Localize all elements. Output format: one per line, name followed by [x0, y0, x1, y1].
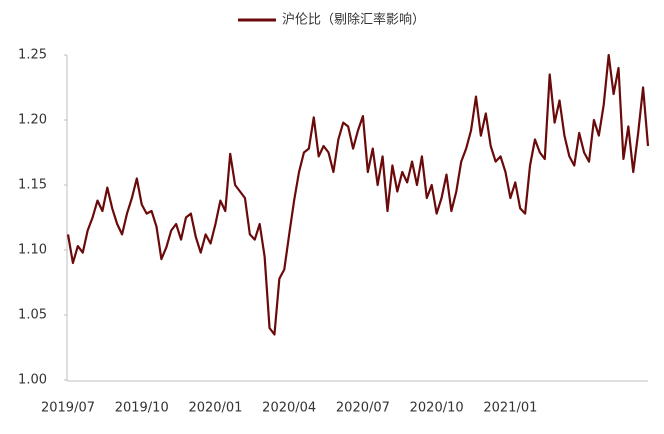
y-tick-label: 1.15: [18, 178, 47, 193]
x-tick-label: 2020/01: [188, 401, 242, 416]
x-tick-label: 2021/01: [483, 401, 537, 416]
x-tick-label: 2020/04: [262, 401, 316, 416]
y-tick-label: 1.10: [18, 243, 47, 258]
y-tick-label: 1.20: [18, 113, 47, 128]
x-tick-label: 2019/07: [41, 401, 95, 416]
legend-label: 沪伦比（剔除汇率影响）: [282, 12, 425, 28]
x-tick-label: 2019/10: [115, 401, 169, 416]
line: [66, 53, 650, 336]
y-tick-label: 1.05: [18, 308, 47, 323]
x-tick-label: 2020/10: [410, 401, 464, 416]
y-tick-label: 1.25: [18, 48, 47, 63]
x-tick-label: 2020/07: [336, 401, 390, 416]
y-tick-label: 1.00: [18, 373, 47, 388]
